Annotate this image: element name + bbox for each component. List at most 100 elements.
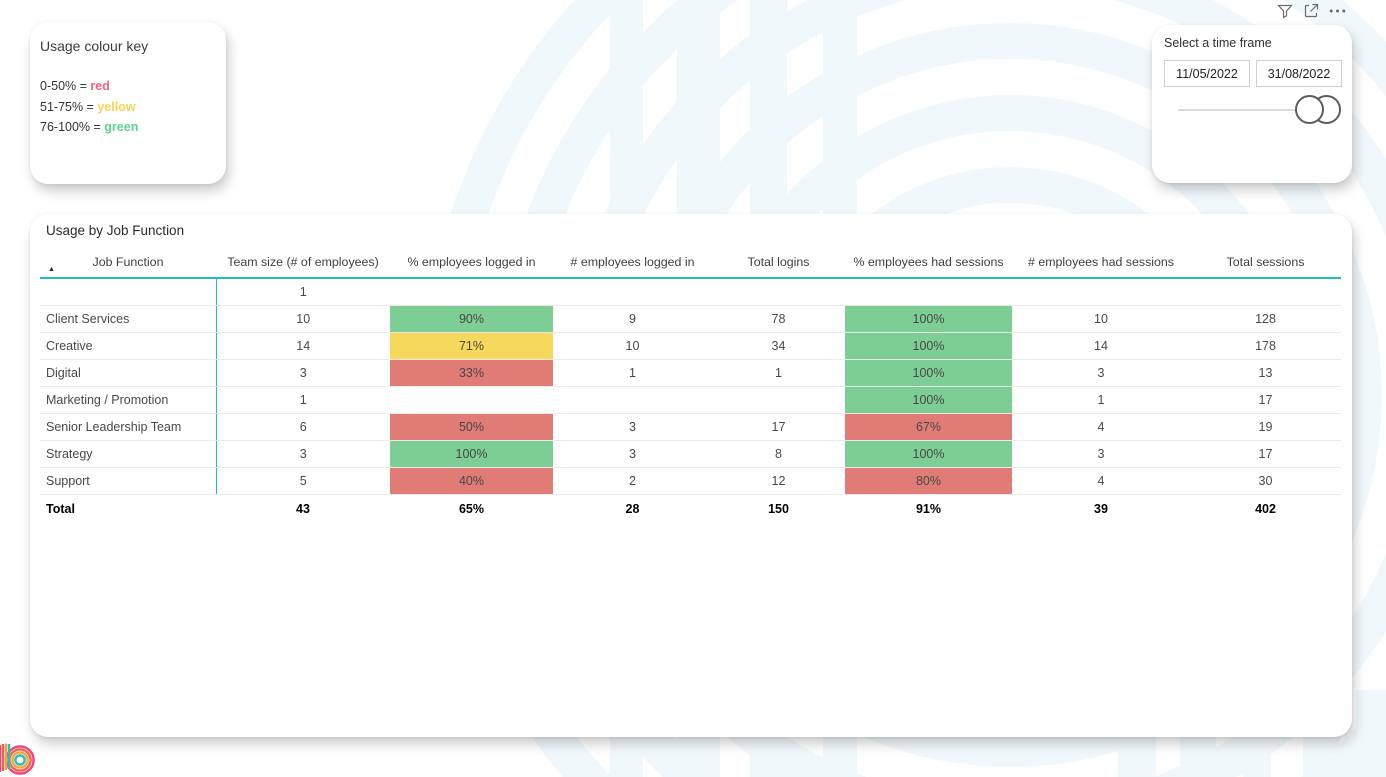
table-cell: 1 xyxy=(215,278,390,306)
table-row[interactable]: Strategy 3 100% 3 8 100% 3 17 xyxy=(40,440,1341,468)
table-cell: 2 xyxy=(553,467,712,495)
table-cell xyxy=(1190,278,1341,306)
table-cell: 13 xyxy=(1190,359,1341,387)
table-cell: 50% xyxy=(390,413,553,441)
column-header[interactable]: # employees logged in xyxy=(570,255,695,269)
colour-key-entries: 0-50% = red 51-75% = yellow 76-100% = gree… xyxy=(40,76,226,138)
table-cell: 67% xyxy=(845,413,1012,441)
table-cell: 128 xyxy=(1190,305,1341,333)
total-cell: 43 xyxy=(296,501,310,516)
table-cell xyxy=(390,386,553,414)
table-cell xyxy=(845,278,1012,306)
time-frame-title: Select a time frame xyxy=(1164,36,1272,50)
table-cell: 14 xyxy=(215,332,390,360)
column-header[interactable]: Team size (# of employees) xyxy=(227,255,379,269)
table-cell: 71% xyxy=(390,332,553,360)
table-row[interactable]: Digital 3 33% 1 1 100% 3 13 xyxy=(40,359,1341,387)
table-cell: Digital xyxy=(40,359,216,387)
table-cell: 1 xyxy=(712,359,845,387)
column-header[interactable]: % employees had sessions xyxy=(853,255,1004,269)
column-header[interactable]: % employees logged in xyxy=(407,255,536,269)
table-cell: 40% xyxy=(390,467,553,495)
table-cell: 30 xyxy=(1190,467,1341,495)
end-date-input[interactable] xyxy=(1256,60,1342,87)
table-cell: Support xyxy=(40,467,216,495)
table-cell: 14 xyxy=(1012,332,1190,360)
table-cell: 100% xyxy=(845,440,1012,468)
table-cell: 100% xyxy=(845,305,1012,333)
table-cell xyxy=(40,278,216,306)
table-cell: 4 xyxy=(1012,467,1190,495)
colour-key-entry: 76-100% = green xyxy=(40,120,139,134)
column-header[interactable]: # employees had sessions xyxy=(1027,255,1175,269)
table-row[interactable]: Senior Leadership Team 6 50% 3 17 67% 4 19 xyxy=(40,413,1341,441)
more-options-icon[interactable] xyxy=(1329,8,1346,14)
table-cell xyxy=(712,278,845,306)
table-row[interactable]: 1 xyxy=(40,278,1341,306)
filter-icon[interactable] xyxy=(1277,3,1293,19)
table-cell: 100% xyxy=(845,386,1012,414)
table-cell: 100% xyxy=(845,359,1012,387)
table-row[interactable]: Marketing / Promotion 1 100% 1 17 xyxy=(40,386,1341,414)
table-cell: 33% xyxy=(390,359,553,387)
table-cell: 3 xyxy=(1012,440,1190,468)
table-cell: 3 xyxy=(215,440,390,468)
date-slider-track[interactable] xyxy=(1178,109,1305,111)
usage-colour-key-card: Usage colour key 0-50% = red 51-75% = yel… xyxy=(30,22,226,184)
table-cell xyxy=(553,278,712,306)
table-cell xyxy=(712,386,845,414)
table-cell: 9 xyxy=(553,305,712,333)
brand-logo xyxy=(0,743,35,775)
visual-toolbar xyxy=(1277,2,1346,20)
sort-ascending-icon[interactable]: ▲ xyxy=(48,266,55,273)
colour-key-entry: 0-50% = red xyxy=(40,79,110,93)
colour-key-entry: 51-75% = yellow xyxy=(40,99,136,114)
column-header[interactable]: Total sessions xyxy=(1226,255,1305,269)
table-cell: 8 xyxy=(712,440,845,468)
total-cell: Total xyxy=(46,501,75,516)
table-cell: 17 xyxy=(1190,386,1341,414)
table-row[interactable]: Client Services 10 90% 9 78 100% 10 128 xyxy=(40,305,1341,333)
table-cell: 17 xyxy=(1190,440,1341,468)
table-row[interactable]: Support 5 40% 2 12 80% 4 30 xyxy=(40,467,1341,495)
table-cell: Marketing / Promotion xyxy=(40,386,216,414)
table-cell: 5 xyxy=(215,467,390,495)
table-header-row: Job Function Team size (# of employees) % … xyxy=(40,247,1341,278)
column-header[interactable]: Job Function xyxy=(92,255,164,269)
table-cell: Strategy xyxy=(40,440,216,468)
table-cell: Client Services xyxy=(40,305,216,333)
table-cell xyxy=(1012,278,1190,306)
table-cell: 100% xyxy=(845,332,1012,360)
table-cell: 3 xyxy=(553,440,712,468)
start-date-input[interactable] xyxy=(1164,60,1250,87)
total-cell: 39 xyxy=(1094,501,1108,516)
usage-table: Job Function Team size (# of employees) % … xyxy=(40,247,1341,522)
table-cell: 1 xyxy=(215,386,390,414)
total-cell: 402 xyxy=(1255,501,1276,516)
table-cell: 10 xyxy=(215,305,390,333)
total-cell: 91% xyxy=(915,501,942,516)
table-cell: 34 xyxy=(712,332,845,360)
table-cell: Creative xyxy=(40,332,216,360)
table-cell: 3 xyxy=(1012,359,1190,387)
popout-icon[interactable] xyxy=(1302,2,1320,20)
total-cell: 28 xyxy=(625,501,640,516)
table-cell: 80% xyxy=(845,467,1012,495)
table-cell: 6 xyxy=(215,413,390,441)
colour-key-title: Usage colour key xyxy=(40,38,149,54)
total-cell: 150 xyxy=(768,501,789,516)
column-header[interactable]: Total logins xyxy=(747,255,810,269)
table-cell: 12 xyxy=(712,467,845,495)
table-title: Usage by Job Function xyxy=(46,223,185,238)
table-cell: 17 xyxy=(712,413,845,441)
table-cell xyxy=(390,278,553,306)
table-cell: 4 xyxy=(1012,413,1190,441)
table-cell xyxy=(553,386,712,414)
table-cell: 78 xyxy=(712,305,845,333)
table-row[interactable]: Creative 14 71% 10 34 100% 14 178 xyxy=(40,332,1341,360)
table-cell: 10 xyxy=(1012,305,1190,333)
date-slider-handle-start[interactable] xyxy=(1295,95,1324,124)
table-cell: 3 xyxy=(215,359,390,387)
table-cell: 178 xyxy=(1190,332,1341,360)
